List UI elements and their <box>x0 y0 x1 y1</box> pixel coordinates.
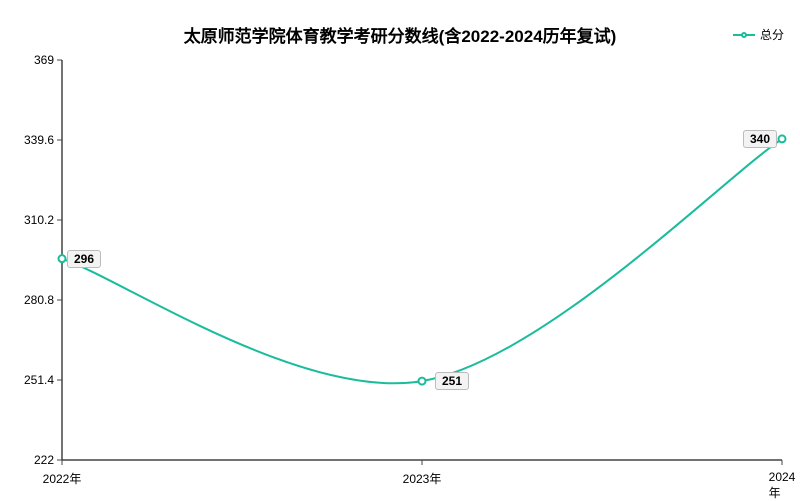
chart-container: 太原师范学院体育教学考研分数线(含2022-2024历年复试) 总分 22225… <box>0 0 800 500</box>
legend-label: 总分 <box>760 26 784 43</box>
y-axis-tick: 251.4 <box>14 373 54 387</box>
plot-area: 222251.4280.8310.2339.63692022年2023年2024… <box>62 60 782 460</box>
x-axis-tick: 2024年 <box>769 470 796 501</box>
chart-svg <box>62 60 782 460</box>
data-point-label: 251 <box>435 372 469 390</box>
y-axis-tick: 369 <box>14 53 54 67</box>
y-axis-tick: 339.6 <box>14 133 54 147</box>
legend-swatch <box>733 34 755 36</box>
legend: 总分 <box>733 26 784 43</box>
x-axis-tick: 2022年 <box>43 470 82 487</box>
x-axis-tick: 2023年 <box>403 470 442 487</box>
data-point-label: 296 <box>67 250 101 268</box>
y-axis-tick: 310.2 <box>14 213 54 227</box>
data-point-label: 340 <box>743 130 777 148</box>
y-axis-tick: 280.8 <box>14 293 54 307</box>
legend-dot-icon <box>741 32 747 38</box>
y-axis-tick: 222 <box>14 453 54 467</box>
chart-title: 太原师范学院体育教学考研分数线(含2022-2024历年复试) <box>0 22 800 47</box>
